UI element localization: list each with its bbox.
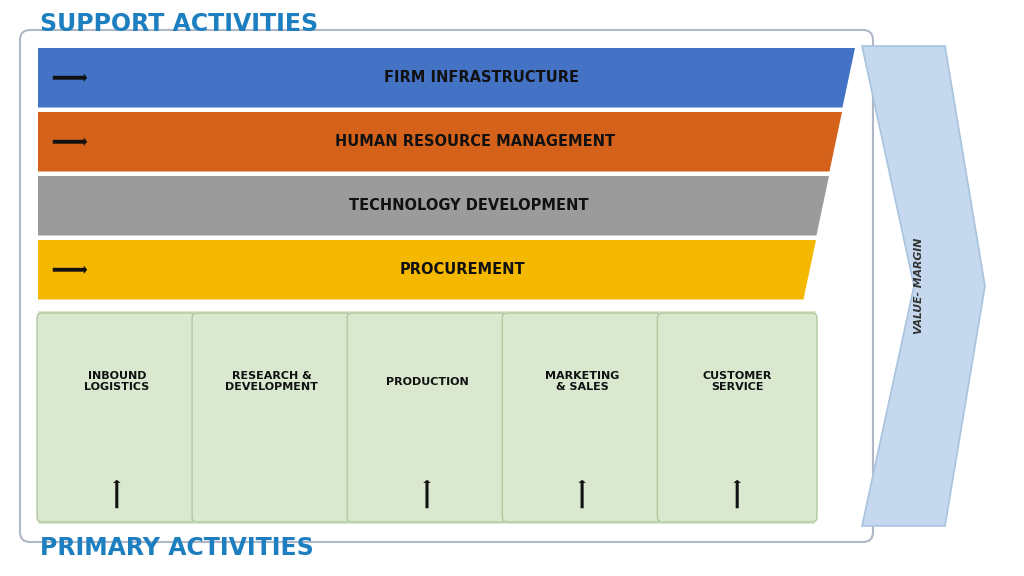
FancyBboxPatch shape xyxy=(37,313,197,522)
FancyBboxPatch shape xyxy=(657,313,817,522)
Text: FIRM INFRASTRUCTURE: FIRM INFRASTRUCTURE xyxy=(384,70,579,85)
Text: CUSTOMER
SERVICE: CUSTOMER SERVICE xyxy=(702,371,772,392)
Text: INBOUND
LOGISTICS: INBOUND LOGISTICS xyxy=(84,371,150,392)
Polygon shape xyxy=(38,311,816,524)
Polygon shape xyxy=(862,46,985,526)
Text: PRIMARY ACTIVITIES: PRIMARY ACTIVITIES xyxy=(40,536,313,560)
Text: SUPPORT ACTIVITIES: SUPPORT ACTIVITIES xyxy=(40,12,318,36)
FancyBboxPatch shape xyxy=(347,313,507,522)
FancyBboxPatch shape xyxy=(193,313,351,522)
Text: MARKETING
& SALES: MARKETING & SALES xyxy=(545,371,620,392)
Polygon shape xyxy=(38,112,842,172)
Polygon shape xyxy=(38,48,855,108)
Text: TECHNOLOGY DEVELOPMENT: TECHNOLOGY DEVELOPMENT xyxy=(349,198,588,213)
FancyBboxPatch shape xyxy=(503,313,662,522)
Text: VALUE- MARGIN: VALUE- MARGIN xyxy=(913,238,924,334)
Text: HUMAN RESOURCE MANAGEMENT: HUMAN RESOURCE MANAGEMENT xyxy=(335,134,615,149)
FancyBboxPatch shape xyxy=(20,30,873,542)
Polygon shape xyxy=(38,176,829,236)
Text: RESEARCH &
DEVELOPMENT: RESEARCH & DEVELOPMENT xyxy=(225,371,318,392)
Polygon shape xyxy=(38,240,816,300)
Text: PROCUREMENT: PROCUREMENT xyxy=(399,262,525,277)
Text: PRODUCTION: PRODUCTION xyxy=(386,377,468,386)
